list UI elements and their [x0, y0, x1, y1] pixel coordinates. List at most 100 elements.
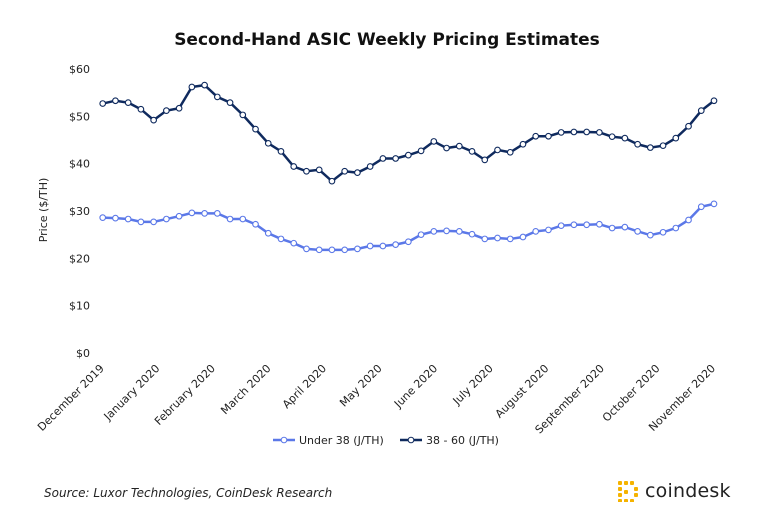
data-point [494, 234, 501, 242]
data-point [379, 242, 387, 250]
data-point [685, 122, 692, 130]
chart-title: Second-Hand ASIC Weekly Pricing Estimate… [174, 30, 600, 50]
x-tick-label: January 2020 [101, 362, 163, 424]
data-point [354, 245, 361, 253]
data-point [506, 148, 514, 156]
data-point [366, 242, 374, 250]
y-tick-label: $0 [76, 347, 90, 360]
data-point [303, 245, 310, 253]
data-point [175, 212, 183, 220]
x-tick-label: August 2020 [493, 362, 552, 421]
data-point [468, 230, 476, 238]
y-tick-label: $20 [69, 252, 90, 265]
data-point [596, 129, 603, 136]
data-point [137, 218, 145, 226]
y-tick-label: $30 [69, 205, 90, 218]
data-point [494, 146, 501, 154]
data-point [697, 203, 705, 211]
data-point [277, 148, 285, 155]
data-point [379, 155, 387, 162]
legend-label: Under 38 (J/TH) [299, 434, 384, 447]
logo-dot [630, 481, 634, 485]
data-point [226, 99, 234, 106]
data-point [175, 104, 183, 112]
logo-dot [618, 499, 622, 502]
data-point [570, 221, 578, 229]
data-point [315, 166, 323, 174]
legend-marker [407, 436, 415, 444]
logo-dot [624, 490, 628, 494]
data-point [226, 215, 234, 223]
data-point [303, 167, 310, 175]
data-point [468, 148, 476, 155]
x-tick-label: March 2020 [218, 362, 273, 417]
data-point [672, 134, 680, 142]
data-point [163, 215, 170, 223]
data-point [124, 99, 132, 106]
data-point [112, 214, 119, 222]
data-point [710, 97, 718, 105]
data-point [341, 167, 349, 175]
data-point [659, 228, 667, 236]
data-point [417, 231, 425, 239]
data-point [621, 223, 629, 231]
y-tick-label: $50 [69, 110, 90, 123]
x-tick-label: February 2020 [152, 362, 218, 428]
legend-label: 38 - 60 (J/TH) [426, 434, 499, 447]
data-point [366, 163, 374, 170]
data-point [532, 228, 540, 235]
data-point [341, 246, 349, 254]
data-point [137, 105, 145, 113]
y-tick-label: $60 [69, 63, 90, 76]
data-point [557, 222, 565, 230]
data-point [570, 128, 578, 136]
data-point [634, 228, 641, 235]
data-point [646, 231, 654, 239]
data-point [583, 128, 590, 136]
data-point [252, 125, 259, 133]
data-point [315, 246, 323, 254]
x-tick-label: December 2019 [35, 362, 107, 434]
logo-dot [634, 487, 638, 491]
data-point [430, 138, 438, 145]
data-point [417, 147, 425, 155]
logo-dot [624, 481, 628, 485]
data-point [481, 235, 489, 243]
data-point [608, 224, 616, 232]
data-point [646, 144, 654, 151]
logo-dot [618, 481, 622, 485]
data-point [201, 210, 208, 217]
data-point [328, 177, 336, 185]
data-point [659, 142, 667, 150]
data-point [481, 156, 489, 164]
data-point [405, 151, 412, 159]
data-point [392, 155, 399, 162]
data-point [443, 144, 450, 152]
logo-text: coindesk [645, 480, 731, 502]
data-point [519, 233, 527, 241]
data-point [201, 81, 208, 89]
data-point [672, 224, 680, 232]
logo-dot [630, 499, 634, 502]
y-tick-label: $40 [69, 158, 90, 171]
data-point [252, 220, 259, 228]
x-tick-label: April 2020 [280, 362, 329, 411]
data-point [710, 200, 718, 208]
data-point [290, 163, 298, 170]
data-point [405, 238, 412, 246]
data-point [163, 107, 170, 115]
series-line [102, 83, 715, 183]
data-point [354, 169, 361, 177]
data-point [328, 246, 336, 254]
data-point [213, 93, 221, 101]
logo-dot [634, 493, 638, 497]
data-point [430, 228, 438, 235]
data-point [596, 220, 603, 228]
y-axis-label: Price ($/TH) [37, 178, 50, 243]
data-point [557, 129, 565, 136]
data-point [545, 226, 552, 234]
data-point [239, 111, 247, 119]
data-point [213, 210, 221, 217]
data-point [99, 214, 107, 221]
data-point [290, 239, 298, 247]
